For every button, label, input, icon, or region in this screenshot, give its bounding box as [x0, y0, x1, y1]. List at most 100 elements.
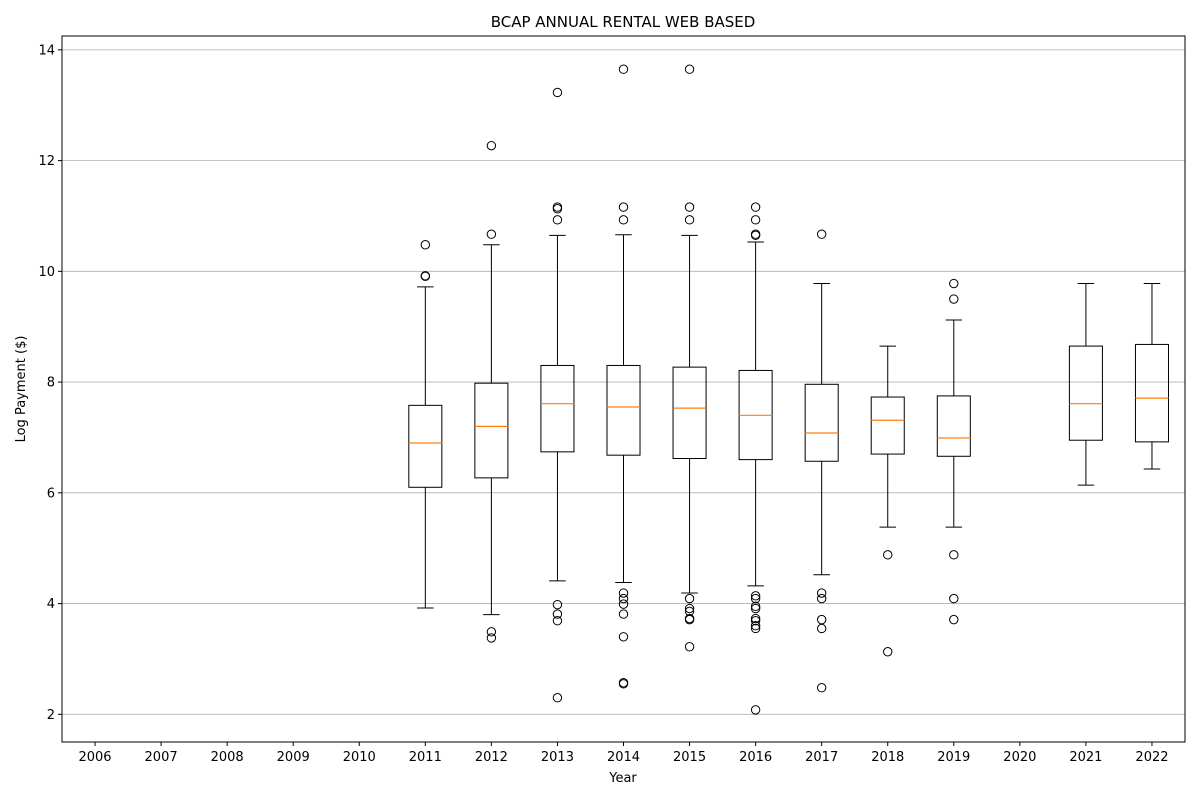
x-tick-label: 2006 [78, 750, 111, 765]
outlier-point [420, 240, 431, 250]
iqr-box [1068, 345, 1103, 441]
y-tick-label: 6 [47, 486, 55, 501]
outlier-point [816, 588, 827, 598]
outlier-point [816, 623, 827, 634]
outlier-point [618, 64, 629, 74]
x-tick-label: 2018 [871, 750, 904, 765]
y-axis-ticks: 2 4 6 8 10 12 14 [38, 43, 62, 723]
outlier-point [618, 632, 629, 642]
x-tick-label: 2022 [1135, 750, 1168, 765]
outlier-point [684, 215, 695, 225]
outlier-point [618, 202, 629, 212]
outlier-point [618, 679, 629, 689]
outlier-point [816, 229, 827, 239]
box-2019 [936, 278, 971, 625]
outlier-point [750, 591, 761, 601]
box-2017 [804, 229, 839, 693]
iqr-box [408, 404, 443, 488]
x-tick-label: 2021 [1069, 750, 1102, 765]
x-tick-label: 2016 [739, 750, 772, 765]
outlier-point [618, 599, 629, 609]
box-2022 [1134, 283, 1169, 470]
outlier-point [750, 616, 761, 626]
outlier-point [618, 593, 629, 604]
outlier-point [486, 140, 497, 151]
x-tick-label: 2011 [409, 750, 442, 765]
outlier-point [750, 230, 761, 241]
x-tick-label: 2010 [343, 750, 376, 765]
outlier-point [486, 627, 497, 637]
x-axis-ticks: 2006 2007 2008 2009 2010 2011 2012 2013 2014 2015… [78, 742, 1169, 765]
outlier-point [552, 215, 563, 225]
outlier-point [618, 215, 629, 225]
outlier-point [949, 278, 959, 289]
x-tick-label: 2017 [805, 750, 838, 765]
outlier-point [486, 229, 497, 239]
x-tick-label: 2019 [937, 750, 970, 765]
outlier-point [750, 601, 761, 612]
y-tick-label: 14 [38, 43, 55, 58]
x-tick-label: 2020 [1003, 750, 1036, 765]
iqr-box [870, 396, 905, 455]
outlier-point [750, 603, 761, 614]
outlier-point [949, 294, 959, 304]
outlier-point [750, 621, 761, 631]
outlier-point [684, 642, 695, 652]
box-2011 [408, 240, 443, 609]
y-tick-label: 8 [47, 376, 55, 391]
outlier-point [618, 588, 629, 598]
outlier-point [618, 609, 629, 619]
outlier-point [750, 202, 761, 212]
grid-lines [62, 49, 1185, 715]
outlier-point [552, 609, 563, 619]
y-tick-label: 12 [38, 154, 55, 169]
iqr-box [1134, 343, 1169, 443]
y-axis-label: Log Payment ($) [14, 336, 29, 443]
box-2014 [606, 64, 641, 689]
x-tick-label: 2008 [211, 750, 244, 765]
x-tick-label: 2012 [475, 750, 508, 765]
x-tick-label: 2007 [145, 750, 178, 765]
y-tick-label: 2 [47, 708, 55, 723]
outlier-point [816, 593, 827, 604]
outlier-point [750, 623, 761, 634]
outlier-point [883, 647, 893, 657]
outlier-point [883, 550, 893, 560]
outlier-point [816, 614, 827, 625]
outlier-point [486, 633, 497, 643]
outlier-point [552, 87, 563, 98]
iqr-box [672, 366, 707, 459]
chart-title: BCAP ANNUAL RENTAL WEB BASED [491, 13, 756, 31]
plot-frame [61, 35, 1186, 743]
outlier-point [949, 614, 959, 625]
x-tick-label: 2013 [541, 750, 574, 765]
outlier-point [949, 550, 959, 560]
outlier-point [750, 215, 761, 225]
outlier-point [684, 202, 695, 212]
outlier-point [949, 593, 959, 604]
box-2021 [1068, 283, 1103, 486]
iqr-box [804, 383, 839, 462]
outlier-point [750, 613, 761, 624]
x-tick-label: 2015 [673, 750, 706, 765]
outlier-point [750, 593, 761, 604]
outlier-point [684, 64, 695, 74]
box-2012 [474, 140, 509, 643]
outlier-point [552, 693, 563, 703]
x-tick-label: 2009 [277, 750, 310, 765]
iqr-box [606, 364, 641, 456]
boxes [408, 64, 1169, 715]
box-2016 [738, 202, 773, 715]
outlier-point [684, 593, 695, 604]
outlier-point [420, 271, 431, 282]
box-2015 [672, 64, 707, 652]
outlier-point [750, 705, 761, 715]
outlier-point [552, 599, 563, 610]
outlier-point [552, 616, 563, 626]
x-axis-label: Year [608, 771, 637, 786]
iqr-box [936, 395, 971, 457]
iqr-box [474, 382, 509, 479]
box-2013 [540, 87, 575, 703]
outlier-point [684, 603, 695, 614]
